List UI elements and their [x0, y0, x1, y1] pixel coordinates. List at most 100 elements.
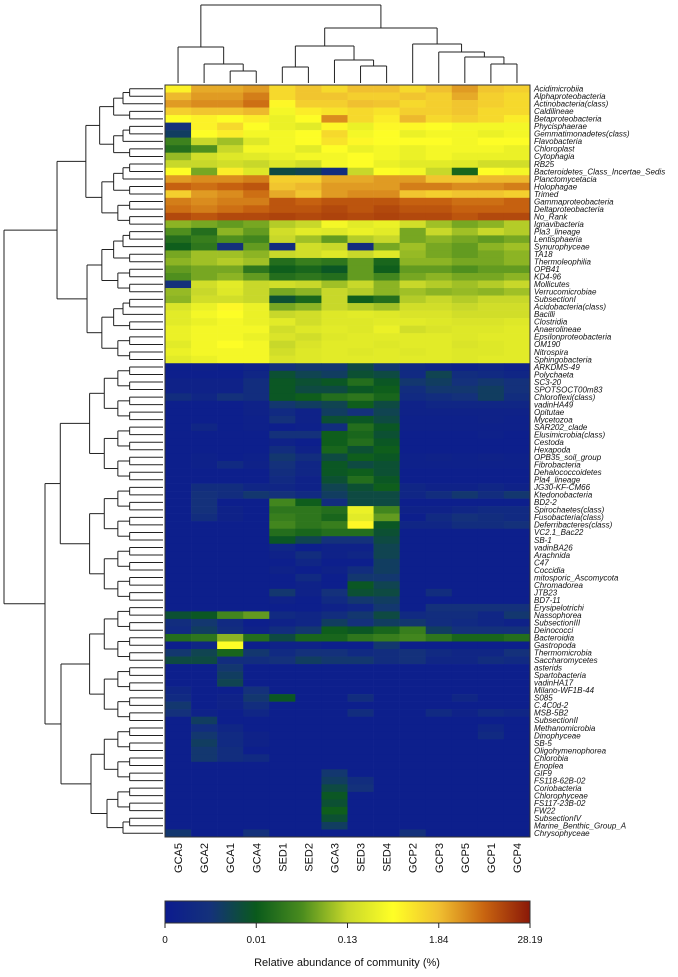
heatmap-cell [425, 318, 453, 326]
heatmap-cell [373, 814, 400, 823]
heatmap-cell [269, 423, 296, 432]
heatmap-cell [451, 137, 479, 146]
heatmap-cell [269, 370, 296, 379]
row-label: SC3-20 [534, 378, 562, 387]
heatmap-cell [425, 724, 453, 733]
heatmap-cell [191, 137, 218, 146]
heatmap-cell [477, 355, 505, 364]
heatmap-cell [425, 393, 453, 402]
heatmap-cell [425, 754, 453, 763]
heatmap-cell [269, 776, 296, 785]
heatmap-cell [321, 461, 348, 469]
heatmap-cell [477, 829, 505, 838]
heatmap-cell [165, 528, 192, 537]
heatmap-cell [347, 92, 374, 101]
heatmap-cell [321, 197, 348, 206]
heatmap-cell [243, 430, 270, 439]
heatmap-cell [191, 400, 218, 409]
heatmap-cell [243, 227, 270, 236]
heatmap-cell [295, 197, 322, 206]
heatmap-cell [477, 175, 505, 184]
heatmap-cell [477, 731, 505, 740]
heatmap-cell [399, 491, 427, 499]
heatmap-cell [295, 724, 322, 733]
heatmap-cell [373, 784, 400, 793]
heatmap-cell [451, 235, 479, 244]
row-label: Alphaproteobacteria [533, 92, 606, 101]
heatmap-cell [217, 814, 244, 823]
heatmap-cell [243, 197, 270, 206]
row-label: Pla4_lineage [534, 476, 581, 485]
heatmap-cell [165, 197, 192, 206]
heatmap-cell [217, 506, 244, 514]
heatmap-cell [503, 618, 531, 627]
column-label: GCA5 [173, 843, 185, 873]
heatmap-cell [165, 829, 192, 838]
heatmap-cell [477, 318, 505, 326]
heatmap-cell [191, 694, 218, 702]
heatmap-cell [477, 100, 505, 108]
heatmap-cell [269, 588, 296, 597]
heatmap-cell [295, 257, 322, 266]
heatmap-cell [243, 160, 270, 169]
heatmap-cell [243, 393, 270, 402]
row-label: Ignavibacteria [534, 220, 584, 229]
heatmap-cell [425, 633, 453, 642]
heatmap-cell [217, 498, 244, 507]
heatmap-cell [399, 603, 427, 612]
heatmap-cell [165, 649, 192, 657]
row-labels: AcidimicrobiiaAlphaproteobacteriaActinob… [533, 85, 665, 838]
heatmap-cell [503, 716, 531, 725]
heatmap-cell [191, 295, 218, 304]
heatmap-cell [503, 310, 531, 319]
heatmap-cell [165, 784, 192, 793]
heatmap-cell [243, 618, 270, 627]
heatmap-cell [347, 528, 374, 537]
heatmap-cell [425, 528, 453, 537]
heatmap-cell [321, 543, 348, 552]
row-label: Chlorophyceae [534, 791, 588, 800]
row-label: vadinHA49 [534, 400, 574, 409]
heatmap-cell [217, 92, 244, 101]
heatmap-cell [503, 137, 531, 146]
heatmap-cell [451, 724, 479, 733]
heatmap-cell [399, 701, 427, 710]
heatmap-cell [425, 257, 453, 266]
heatmap-cell [191, 806, 218, 815]
heatmap-cell [269, 393, 296, 402]
heatmap-cell [321, 182, 348, 191]
heatmap-cell [347, 799, 374, 808]
heatmap-cell [477, 799, 505, 808]
heatmap-cell [477, 190, 505, 199]
row-label: RB25 [534, 160, 555, 169]
heatmap-cell [347, 581, 374, 590]
row-label: SPOTSOCT00m83 [534, 385, 603, 394]
row-label: ARKDMS-49 [533, 363, 580, 372]
heatmap-cell [165, 709, 192, 717]
heatmap-cell [399, 115, 427, 123]
heatmap-cell [477, 776, 505, 785]
heatmap-cell [321, 115, 348, 123]
row-label: Actinobacteria(class) [533, 100, 609, 109]
heatmap-cell [191, 257, 218, 266]
heatmap-cell [425, 761, 453, 770]
heatmap-cell [503, 415, 531, 424]
heatmap-cell [217, 115, 244, 123]
heatmap-cell [477, 137, 505, 146]
heatmap-cell [165, 265, 192, 274]
row-label: Flavobacteria [534, 137, 583, 146]
heatmap-cell [373, 295, 400, 304]
heatmap-cell [399, 303, 427, 311]
heatmap-cell [269, 182, 296, 191]
heatmap-cell [399, 716, 427, 725]
heatmap-cell [165, 273, 192, 281]
heatmap-cell [477, 445, 505, 454]
heatmap-cell [191, 348, 218, 357]
column-label: GCP1 [486, 843, 498, 873]
heatmap-cell [477, 115, 505, 123]
heatmap-cell [477, 438, 505, 447]
heatmap-cell [373, 679, 400, 687]
heatmap-cell [269, 581, 296, 590]
heatmap-cell [477, 363, 505, 372]
heatmap-cell [243, 408, 270, 417]
